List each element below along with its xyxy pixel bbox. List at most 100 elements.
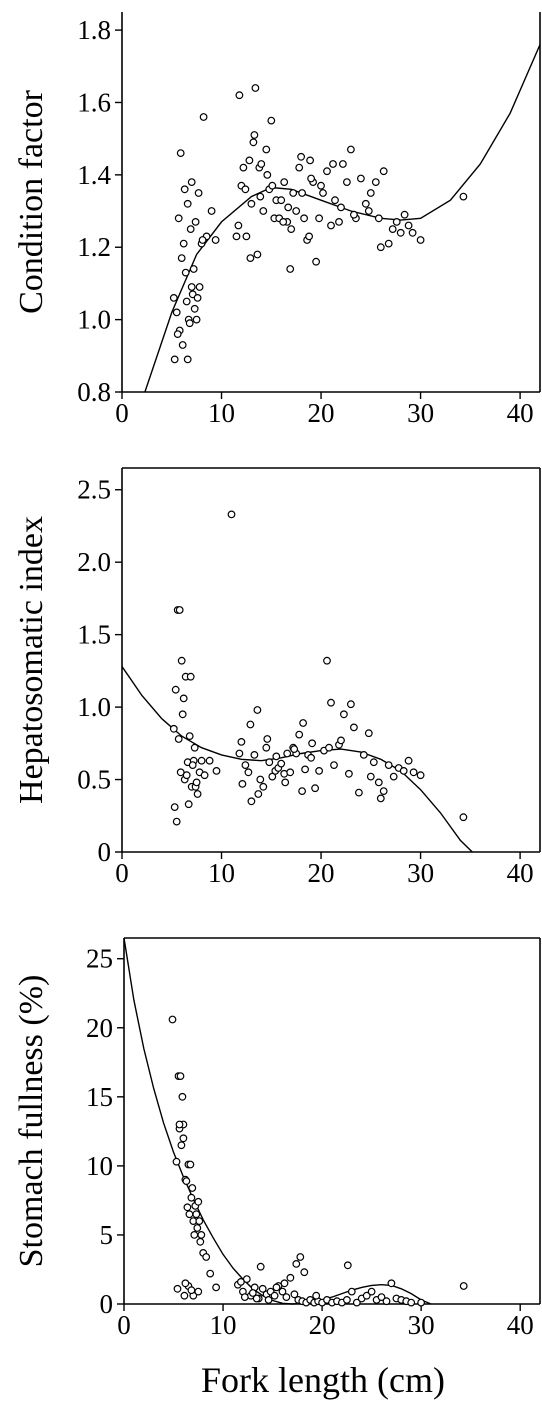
data-point [399,767,408,775]
data-point [287,225,296,234]
data-point [186,1160,195,1169]
data-point [371,178,380,187]
data-point [404,221,413,230]
data-point [180,185,189,194]
data-point [300,1268,309,1277]
panel-condition-factor: 0 10 20 30 40 0.8 1.0 1.2 1.4 1.6 1.8 Condition fac… [13,12,541,428]
data-point [227,510,236,519]
data-point [281,778,290,787]
data-point [307,174,316,183]
data-point [357,174,365,183]
data-point [236,1277,245,1286]
data-point [257,160,266,168]
data-point [292,207,301,215]
data-point [169,724,178,733]
data-point [172,817,181,826]
data-point [327,221,335,230]
data-point [407,1298,416,1307]
x-tick-label: 10 [208,858,235,888]
data-point [262,145,271,154]
data-point [185,319,194,328]
panel-stomach-fullness: 0 10 20 30 40 0 5 10 15 20 25 Stomach fullness (%) [13,937,541,1340]
data-point [384,239,393,248]
data-point [235,91,244,100]
data-point [183,1203,192,1212]
data-point [190,743,199,752]
data-point [191,217,200,226]
data-point [279,217,288,226]
x-tick-label: 40 [507,398,534,428]
data-point [194,1287,203,1296]
data-point [250,751,259,759]
data-point [187,178,196,187]
data-point [345,769,353,778]
data-point [366,189,375,197]
data-point [361,199,370,208]
data-point [249,138,258,147]
data-point [253,250,262,259]
data-point [181,268,190,277]
data-point [259,782,268,791]
data-point [312,1291,321,1300]
data-point [248,1289,257,1297]
data-point [238,780,247,788]
data-point [277,759,286,768]
y-tick-label: 20 [86,1013,113,1043]
data-point [295,163,304,172]
data-point [387,1279,396,1288]
data-point [282,1293,291,1301]
data-point [176,768,185,777]
y-tick-label: 1.0 [77,692,111,722]
data-point [272,752,281,761]
data-point [171,685,180,694]
y-tick-label: 1.8 [77,15,111,45]
data-point [299,719,308,727]
data-point [206,1269,215,1278]
data-point [197,756,206,765]
data-point [179,1134,188,1143]
data-point [190,304,199,313]
data-point [280,1279,289,1288]
data-point [301,765,310,774]
data-point [331,196,339,205]
data-point [416,236,425,244]
data-point [329,160,337,168]
data-point [270,1291,279,1300]
data-point [182,297,191,306]
data-point [188,761,197,769]
data-point [312,257,321,266]
data-point [253,706,262,714]
y-tick-label: 5 [100,1220,114,1250]
data-point [186,225,195,234]
data-point [347,700,355,709]
data-point [256,192,265,201]
data-point [211,236,220,244]
data-point [182,1177,191,1185]
data-point [184,800,193,809]
data-point [246,720,255,729]
data-point [179,694,188,703]
data-point [286,1273,295,1282]
data-point [189,265,198,273]
x-tick-label: 30 [407,858,434,888]
data-point [323,167,331,176]
data-point [173,330,182,339]
data-point [278,1287,287,1296]
data-point [241,185,250,194]
x-tick-label: 0 [117,1310,131,1340]
data-point [199,113,208,121]
data-point [234,221,243,230]
data-point [376,243,385,252]
y-tick-label: 1.6 [77,87,111,117]
data-point [350,723,358,732]
data-point [205,756,214,765]
data-point [195,283,204,291]
data-point [374,778,383,787]
data-point [170,803,179,811]
data-point [388,225,397,234]
data-point [416,771,425,780]
data-point [377,1293,386,1301]
data-point [182,771,191,780]
data-point [194,189,203,197]
